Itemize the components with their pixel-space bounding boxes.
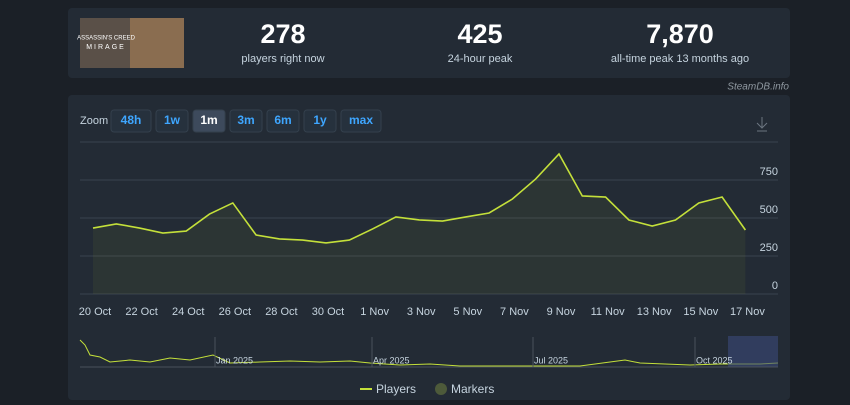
stat-label: players right now [241, 53, 324, 65]
y-tick-label: 0 [772, 280, 778, 292]
x-tick-label: 30 Oct [312, 306, 344, 318]
x-tick-label: 13 Nov [637, 306, 672, 318]
zoom-button[interactable] [266, 109, 300, 133]
x-tick-label: 17 Nov [730, 306, 765, 318]
zoom-button-label[interactable]: 1w [164, 113, 181, 127]
x-tick-label: 20 Oct [79, 306, 111, 318]
x-tick-label: 15 Nov [683, 306, 718, 318]
credit: SteamDB.info [727, 82, 789, 93]
line [92, 152, 747, 244]
legend-swatch [435, 383, 447, 395]
stat-value: 278 [260, 19, 305, 49]
cover-title: MIRAGE [86, 44, 126, 51]
zoom-button-label[interactable]: 1y [313, 113, 327, 127]
zoom-button[interactable] [303, 109, 337, 133]
y-tick-label: 500 [760, 204, 778, 216]
navigator-label: Jan 2025 [216, 355, 253, 365]
navigator-range[interactable] [728, 336, 778, 367]
x-tick-label: 1 Nov [360, 306, 389, 318]
zoom-button-label[interactable]: 48h [121, 113, 142, 127]
cover-figure [130, 18, 184, 68]
navigator-label: Apr 2025 [373, 355, 410, 365]
zoom-button[interactable] [340, 109, 382, 133]
legend-label[interactable]: Players [376, 382, 416, 396]
x-tick-label: 24 Oct [172, 306, 204, 318]
x-tick-label: 22 Oct [125, 306, 157, 318]
x-tick-label: 5 Nov [453, 306, 482, 318]
stat-value: 425 [457, 19, 502, 49]
x-tick-label: 28 Oct [265, 306, 297, 318]
zoom-button[interactable] [155, 109, 189, 133]
zoom-button[interactable] [110, 109, 152, 133]
x-tick-label: 11 Nov [591, 306, 626, 318]
cover-brand: ASSASSIN'S CREED [77, 36, 135, 42]
chart-panel [68, 95, 790, 400]
zoom-button[interactable] [229, 109, 263, 133]
download-icon[interactable] [756, 117, 768, 132]
x-tick-label: 26 Oct [219, 306, 251, 318]
stat-value: 7,870 [646, 19, 714, 49]
stats-panel [68, 8, 790, 78]
navigator-label: Jul 2025 [534, 355, 568, 365]
line-area [93, 154, 746, 294]
zoom-button-label[interactable]: max [349, 113, 373, 127]
x-tick-label: 9 Nov [547, 306, 576, 318]
x-tick-label: 3 Nov [407, 306, 436, 318]
y-tick-label: 750 [760, 166, 778, 178]
navigator-line [79, 339, 779, 367]
zoom-button-label[interactable]: 1m [200, 113, 217, 127]
zoom-label: Zoom [80, 115, 108, 127]
x-tick-label: 7 Nov [500, 306, 529, 318]
stat-label: 24-hour peak [448, 53, 513, 65]
zoom-button[interactable] [192, 109, 226, 133]
stat-label: all-time peak 13 months ago [611, 53, 749, 65]
navigator-label: Oct 2025 [696, 355, 733, 365]
zoom-button-label[interactable]: 6m [274, 113, 291, 127]
y-tick-label: 250 [760, 242, 778, 254]
legend-label[interactable]: Markers [451, 382, 494, 396]
zoom-button-label[interactable]: 3m [237, 113, 254, 127]
